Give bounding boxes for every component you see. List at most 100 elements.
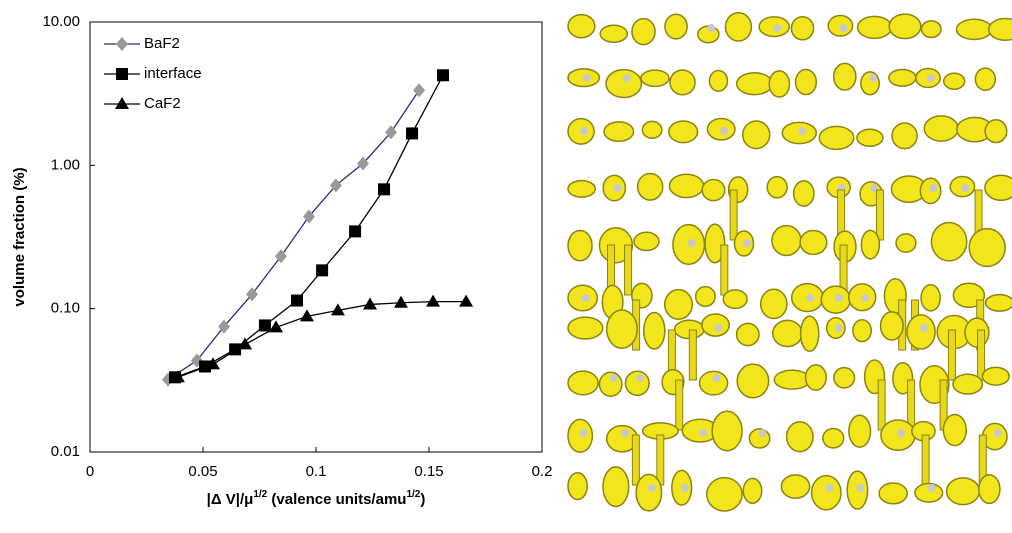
x-label-part: (valence units/amu — [267, 491, 406, 508]
x-label-part: ) — [420, 491, 425, 508]
blob — [663, 288, 694, 320]
blob — [701, 313, 730, 337]
blob — [792, 180, 815, 207]
blob — [567, 229, 593, 262]
x-label-sup: 1/2 — [406, 489, 420, 500]
blob — [567, 370, 599, 396]
blob — [888, 68, 917, 87]
blob-shade — [647, 484, 656, 492]
marker — [437, 69, 450, 82]
blob — [848, 414, 872, 448]
plot-frame — [89, 21, 543, 453]
marker — [459, 294, 474, 307]
blob-shade — [579, 429, 588, 437]
blob — [668, 173, 705, 199]
marker — [357, 156, 370, 171]
strut — [624, 244, 633, 296]
blob — [605, 68, 643, 99]
y-axis-label: volume fraction (%) — [11, 167, 28, 306]
blob-shade — [920, 324, 929, 332]
marker — [299, 309, 314, 322]
blob — [920, 283, 942, 312]
blob — [742, 477, 763, 504]
blob — [833, 366, 856, 389]
blob-shade — [687, 239, 696, 247]
blob-shade — [834, 294, 843, 302]
blob — [942, 413, 968, 447]
strut — [720, 244, 729, 296]
blob-shade — [580, 127, 589, 135]
marker — [199, 360, 212, 373]
blob — [978, 474, 1001, 505]
marker — [291, 294, 304, 307]
marker — [205, 357, 220, 370]
strut — [656, 434, 665, 486]
blob — [790, 16, 815, 41]
blob — [984, 119, 1008, 144]
legend-label: BaF2 — [144, 35, 180, 52]
legend-marker — [115, 97, 129, 109]
blob-shade — [714, 324, 723, 332]
blob — [987, 17, 1012, 42]
blob-shade — [961, 184, 970, 192]
x-tick-label: 0.1 — [306, 463, 327, 480]
legend-label: CaF2 — [144, 95, 181, 112]
blob — [895, 233, 917, 253]
marker — [330, 303, 345, 316]
blob — [567, 13, 596, 39]
x-tick-label: 0.05 — [188, 463, 217, 480]
marker — [302, 209, 315, 224]
blob-shade — [582, 74, 591, 82]
blob-shade — [834, 324, 843, 332]
blob — [799, 315, 820, 352]
legend-marker — [116, 37, 128, 51]
blob — [605, 309, 638, 349]
marker — [268, 320, 283, 333]
series-line — [167, 89, 420, 381]
blob-shade — [622, 74, 631, 82]
blob — [974, 67, 997, 91]
blob-shade — [927, 484, 936, 492]
marker — [316, 264, 329, 277]
blob — [964, 317, 990, 348]
blob — [704, 223, 726, 264]
y-tick-label: 0.10 — [51, 300, 80, 317]
marker — [363, 297, 378, 310]
blob-shade — [742, 239, 751, 247]
blob — [567, 316, 604, 340]
blob — [567, 472, 588, 501]
blob — [832, 62, 857, 91]
blob — [664, 13, 688, 40]
blob-shade — [839, 24, 848, 32]
marker — [258, 319, 271, 332]
strut — [675, 379, 684, 431]
blob — [920, 20, 942, 39]
blob — [701, 178, 726, 202]
legend-label: interface — [144, 65, 202, 82]
blob — [818, 125, 855, 151]
blob — [708, 69, 729, 92]
blob-shade — [927, 74, 936, 82]
y-tick-label: 10.00 — [42, 13, 80, 30]
structure-render — [567, 12, 1012, 512]
blob — [602, 466, 630, 508]
blob-shade — [758, 429, 767, 437]
marker — [238, 337, 253, 350]
blob-shade — [897, 429, 906, 437]
blob-shade — [861, 294, 870, 302]
series-line — [177, 300, 467, 378]
blob — [822, 427, 845, 449]
blob-shade — [720, 127, 729, 135]
blob — [906, 314, 936, 350]
blob — [984, 174, 1012, 202]
marker — [170, 370, 185, 383]
blob-shade — [712, 374, 721, 382]
blob — [668, 120, 699, 144]
blob — [952, 373, 984, 395]
blob — [860, 71, 880, 96]
blob — [804, 364, 827, 391]
legend-marker — [116, 68, 128, 80]
marker — [218, 319, 231, 334]
blob-shade — [636, 374, 645, 382]
